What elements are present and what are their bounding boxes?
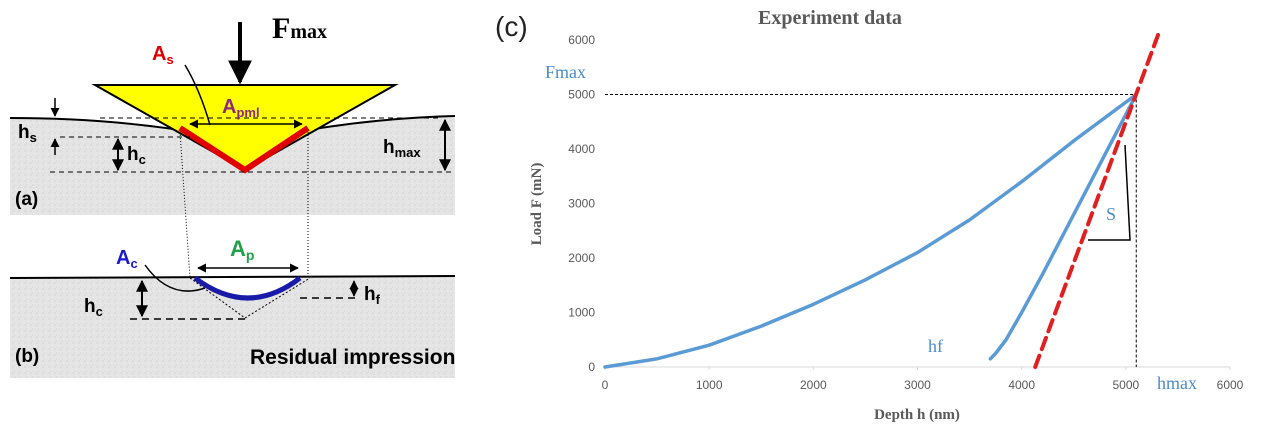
label-sub: c bbox=[139, 152, 146, 167]
x-tick-label: 4000 bbox=[1008, 378, 1035, 392]
label-hc: hc bbox=[84, 296, 103, 319]
panel-label: (a) bbox=[15, 189, 38, 210]
annotation: hmax bbox=[1157, 373, 1197, 393]
chart: (c) Experiment data Depth h (nm) Load F … bbox=[495, 7, 1244, 423]
panel-label: (b) bbox=[15, 346, 39, 367]
chart-title: Experiment data bbox=[758, 7, 902, 29]
label-as: As bbox=[152, 43, 174, 67]
y-tick-label: 6000 bbox=[568, 33, 595, 47]
label-sub: f bbox=[376, 292, 381, 307]
slope-triangle bbox=[1088, 144, 1131, 241]
surface bbox=[307, 115, 456, 131]
y-tick-label: 3000 bbox=[568, 197, 595, 211]
x-tick-label: 3000 bbox=[904, 378, 931, 392]
surface bbox=[9, 275, 456, 279]
label-main: h bbox=[84, 296, 96, 317]
label-sub: s bbox=[30, 130, 37, 145]
curve bbox=[988, 92, 1138, 361]
x-tick-label: 0 bbox=[602, 378, 609, 392]
y-tick-label: 5000 bbox=[568, 88, 595, 102]
y-tick-label: 1000 bbox=[568, 306, 595, 320]
label-main: A bbox=[230, 236, 246, 261]
annotation: Fmax bbox=[545, 62, 586, 82]
label-main: F bbox=[272, 12, 290, 45]
y-axis-label: Load F (mN) bbox=[529, 163, 545, 246]
leader bbox=[144, 264, 206, 292]
label-main: A bbox=[152, 43, 166, 65]
label-fmax: Fmax bbox=[272, 12, 327, 45]
label-main: h bbox=[364, 284, 376, 305]
label-main: A bbox=[116, 247, 130, 269]
label-sub: max bbox=[395, 145, 422, 160]
annotation: S bbox=[1106, 204, 1116, 224]
y-tick-label: 4000 bbox=[568, 142, 595, 156]
label-ac: Ac bbox=[116, 247, 138, 271]
x-tick-label: 6000 bbox=[1217, 378, 1244, 392]
label-hf: hf bbox=[364, 284, 381, 307]
label-hs: hs bbox=[18, 122, 37, 145]
panel-b: Ac Ap hc hf (b) Residual impression bbox=[9, 236, 456, 378]
label-hmax: hmax bbox=[383, 137, 421, 160]
label-sub: p bbox=[246, 247, 255, 263]
x-tick-label: 5000 bbox=[1112, 378, 1139, 392]
dotted-line bbox=[179, 131, 191, 279]
leader bbox=[184, 64, 211, 126]
caption: Residual impression bbox=[250, 346, 455, 369]
surface bbox=[9, 117, 181, 131]
dotted-line bbox=[189, 277, 311, 319]
label-main: A bbox=[222, 96, 236, 118]
x-axis-label: Depth h (nm) bbox=[874, 407, 960, 423]
residual-surface bbox=[193, 276, 302, 301]
panel-label: (c) bbox=[495, 11, 528, 42]
label-main: h bbox=[18, 122, 30, 143]
y-tick-label: 2000 bbox=[568, 251, 595, 265]
label-sub: max bbox=[290, 21, 327, 43]
material bbox=[10, 276, 455, 378]
tangent-line bbox=[1033, 27, 1163, 369]
label-sub: c bbox=[96, 304, 103, 319]
label-sub: pml bbox=[236, 105, 259, 120]
label-main: h bbox=[127, 144, 139, 165]
label-hc: hc bbox=[127, 144, 146, 167]
curve bbox=[603, 92, 1138, 369]
label-sub: c bbox=[130, 256, 137, 271]
x-tick-label: 2000 bbox=[800, 378, 827, 392]
annotation: hf bbox=[928, 336, 943, 356]
label-ap: Ap bbox=[230, 236, 254, 263]
label-main: h bbox=[383, 137, 395, 158]
label-sub: s bbox=[166, 52, 173, 67]
y-tick-label: 0 bbox=[588, 360, 595, 374]
label-apml: Apml bbox=[222, 96, 260, 120]
contact-area bbox=[178, 125, 310, 174]
x-tick-label: 1000 bbox=[696, 378, 723, 392]
panel-a: Fmax As Apml hs hc hmax (a) bbox=[9, 12, 456, 215]
